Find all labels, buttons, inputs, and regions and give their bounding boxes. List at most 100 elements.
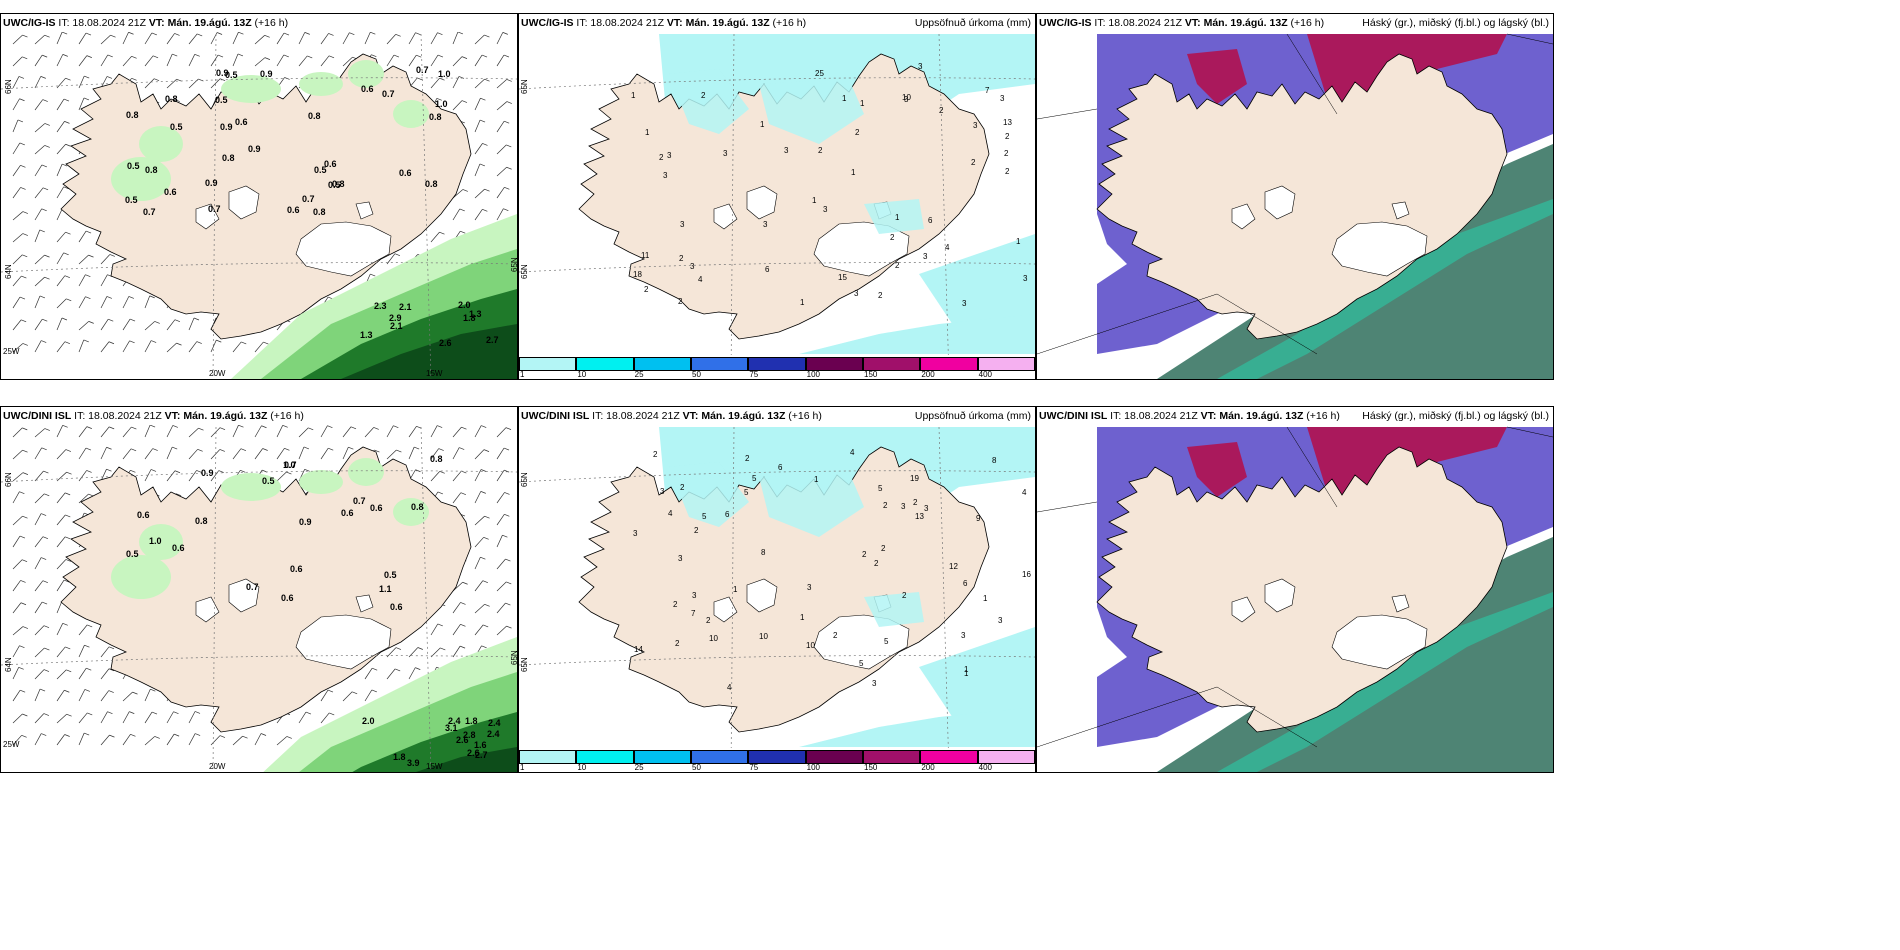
panel-title-right: Uppsöfnuð úrkoma (mm)	[914, 410, 1031, 422]
value-label: 1	[983, 594, 988, 603]
value-label: 0.6	[324, 159, 337, 169]
value-label: 1.0	[438, 69, 451, 79]
value-label: 0.9	[260, 69, 273, 79]
panel-ig-is-precip: UWC/IG-IS IT: 18.08.2024 21Z VT: Mán. 19…	[518, 13, 1036, 380]
legend-swatch	[805, 750, 863, 764]
legend-label: 25	[634, 763, 644, 772]
value-label: 14	[634, 645, 643, 654]
panel-header: UWC/DINI ISL IT: 18.08.2024 21Z VT: Mán.…	[1, 407, 517, 425]
value-label: 4	[945, 243, 950, 252]
legend-swatch	[920, 357, 978, 371]
legend-swatch	[977, 357, 1035, 371]
value-label: 3	[923, 252, 928, 261]
value-label: 0.5	[215, 95, 228, 105]
value-label: 2	[659, 153, 664, 162]
value-label: 3.9	[407, 758, 420, 768]
panel-header: UWC/IG-IS IT: 18.08.2024 21Z VT: Mán. 19…	[519, 14, 1035, 32]
legend-label: 50	[692, 763, 701, 772]
value-label: 2	[673, 600, 678, 609]
value-label: 0.7	[416, 65, 429, 75]
value-label: 5	[744, 488, 749, 497]
value-label: 2.7	[486, 335, 499, 345]
value-label: 9	[976, 514, 981, 523]
precip-legend: 1 10 25 50 75 100 150 200 400	[519, 355, 1035, 379]
legend-label: 200	[921, 763, 935, 772]
value-label: 2	[878, 291, 883, 300]
value-label: 2.3	[374, 301, 387, 311]
value-label: 0.8	[313, 207, 326, 217]
legend-label: 10	[577, 370, 587, 379]
value-label: 1	[733, 585, 738, 594]
panel-dini-isl-cloud: UWC/DINI ISL IT: 18.08.2024 21Z VT: Mán.…	[1036, 406, 1554, 773]
map-canvas	[1037, 426, 1553, 772]
value-label: 1	[760, 120, 765, 129]
glacier	[1391, 594, 1410, 613]
value-label: 10	[806, 641, 815, 650]
iceland-land	[60, 446, 472, 733]
value-label: 2	[675, 639, 680, 648]
value-label: 2	[890, 233, 895, 242]
value-label: 2.0	[458, 300, 471, 310]
value-label: 6	[765, 265, 770, 274]
value-label: 0.8	[145, 165, 158, 175]
value-label: 3	[678, 554, 683, 563]
value-label: 2	[818, 146, 823, 155]
value-label: 2.4	[448, 716, 461, 726]
value-label: 4	[727, 683, 732, 692]
latitude-label: 65N	[520, 79, 529, 94]
value-label: 16	[1022, 570, 1031, 579]
legend-label: 75	[749, 763, 759, 772]
legend-swatch	[748, 750, 806, 764]
value-label: 3	[723, 149, 728, 158]
value-label: 2	[939, 106, 944, 115]
value-label: 1.3	[360, 330, 373, 340]
value-label: 0.7	[208, 204, 221, 214]
legend-swatch	[519, 357, 577, 371]
value-label: 1	[812, 196, 817, 205]
legend-swatch	[863, 750, 921, 764]
glacier	[1231, 203, 1256, 230]
value-label: 0.6	[164, 187, 177, 197]
legend-label: 100	[806, 370, 821, 379]
iceland-land	[1096, 53, 1508, 340]
value-label: 2.6	[439, 338, 452, 348]
value-label: 0.5	[126, 549, 139, 559]
legend-swatch	[863, 357, 921, 371]
value-label: 0.6	[290, 564, 303, 574]
graticule	[1037, 33, 1553, 355]
panel-header: UWC/DINI ISL IT: 18.08.2024 21Z VT: Mán.…	[1037, 407, 1553, 425]
value-label: 1.1	[379, 584, 392, 594]
value-label: 1	[814, 475, 819, 484]
value-label: 0.5	[384, 570, 397, 580]
latitude-label: 64N	[4, 657, 13, 672]
value-label: 0.9	[216, 68, 229, 78]
longitude-label: 25W	[3, 740, 20, 749]
legend-swatch	[576, 750, 634, 764]
legend-label: 100	[806, 763, 821, 772]
iceland-land	[1096, 446, 1508, 733]
value-label: 3	[961, 631, 966, 640]
latitude-label: 65N	[520, 264, 529, 279]
panel-title-right: Uppsöfnuð úrkoma (mm)	[914, 17, 1031, 29]
legend-label: 10	[577, 763, 587, 772]
glacier	[713, 596, 738, 623]
value-label: 3	[901, 502, 906, 511]
value-label: 2.0	[362, 716, 375, 726]
value-label: 6	[778, 463, 783, 472]
value-label: 1.0	[435, 99, 448, 109]
value-label: 1	[645, 128, 650, 137]
longitude-label: 20W	[209, 762, 226, 771]
value-label: 1.3	[469, 309, 482, 319]
value-label: 2.4	[487, 729, 500, 739]
legend-label: 150	[864, 370, 878, 379]
value-label: 1	[860, 99, 865, 108]
value-label: 1	[631, 91, 636, 100]
value-label: 1	[851, 168, 856, 177]
value-label: 7	[985, 86, 990, 95]
longitude-label: 25W	[3, 347, 20, 356]
value-label: 0.7	[382, 89, 395, 99]
value-label: 0.5	[125, 195, 138, 205]
value-label: 12	[949, 562, 958, 571]
glacier	[195, 203, 220, 230]
value-label: 2	[971, 158, 976, 167]
